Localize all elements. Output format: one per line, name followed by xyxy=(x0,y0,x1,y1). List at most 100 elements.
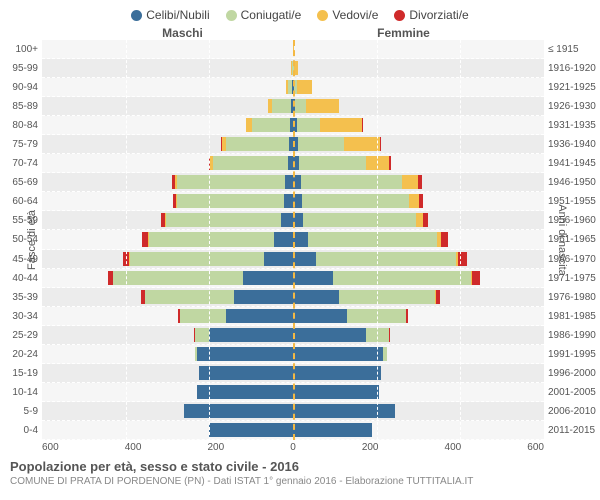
bar-segment xyxy=(209,423,293,437)
female-bar xyxy=(293,326,544,344)
bar-segment xyxy=(281,213,293,227)
x-axis: 6004002000200400600 xyxy=(0,442,600,453)
birth-tick: 1956-1960 xyxy=(544,211,600,230)
female-bar xyxy=(293,211,544,229)
bar-segment xyxy=(293,423,372,437)
bar-segment xyxy=(362,118,363,132)
birth-tick: 1996-2000 xyxy=(544,364,600,383)
female-bar xyxy=(293,230,544,248)
male-bar xyxy=(42,307,293,325)
birth-tick: 1986-1990 xyxy=(544,326,600,345)
female-bar xyxy=(293,345,544,363)
legend-item: Coniugati/e xyxy=(226,8,302,22)
legend-swatch xyxy=(226,10,237,21)
header-male: Maschi xyxy=(42,26,293,40)
bar-segment xyxy=(293,232,308,246)
male-bar xyxy=(42,97,293,115)
age-row xyxy=(42,97,544,116)
bar-segment xyxy=(293,175,301,189)
age-row xyxy=(42,421,544,440)
birth-tick: 1966-1970 xyxy=(544,250,600,269)
bar-segment xyxy=(383,347,387,361)
age-row xyxy=(42,211,544,230)
age-tick: 80-84 xyxy=(0,116,42,135)
female-bar xyxy=(293,116,544,134)
bar-segment xyxy=(149,232,275,246)
female-bar xyxy=(293,288,544,306)
male-bar xyxy=(42,154,293,172)
bar-segment xyxy=(180,309,226,323)
age-tick: 90-94 xyxy=(0,78,42,97)
age-tick: 60-64 xyxy=(0,192,42,211)
age-row xyxy=(42,40,544,59)
age-row xyxy=(42,288,544,307)
bar-segment xyxy=(406,309,408,323)
birth-tick: 1971-1975 xyxy=(544,269,600,288)
male-bar xyxy=(42,59,293,77)
female-bar xyxy=(293,402,544,420)
x-tick: 400 xyxy=(445,442,462,453)
bar-segment xyxy=(243,271,293,285)
bar-segment xyxy=(226,137,289,151)
bar-segment xyxy=(293,194,302,208)
age-row xyxy=(42,154,544,173)
male-bar xyxy=(42,40,293,58)
age-row xyxy=(42,383,544,402)
bar-segment xyxy=(293,347,383,361)
age-tick: 35-39 xyxy=(0,288,42,307)
age-row xyxy=(42,59,544,78)
legend-label: Celibi/Nubili xyxy=(146,8,209,22)
bar-segment xyxy=(252,118,290,132)
bar-segment xyxy=(306,99,339,113)
bar-segment xyxy=(199,366,293,380)
bar-segment xyxy=(293,309,347,323)
bar-segment xyxy=(366,156,389,170)
header-female: Femmine xyxy=(293,26,544,40)
age-tick: 15-19 xyxy=(0,364,42,383)
bar-segment xyxy=(380,137,381,151)
y-axis-right-label: Anni di nascita xyxy=(556,204,568,276)
bar-segment xyxy=(293,404,395,418)
bar-segment xyxy=(301,175,401,189)
female-bar xyxy=(293,154,544,172)
bar-segment xyxy=(113,271,243,285)
x-tick: 0 xyxy=(290,442,296,453)
birth-tick: 1931-1935 xyxy=(544,116,600,135)
bar-segment xyxy=(295,99,305,113)
bar-segment xyxy=(285,175,293,189)
bar-segment xyxy=(472,271,480,285)
bar-segment xyxy=(344,137,380,151)
x-tick: 600 xyxy=(527,442,544,453)
bar-segment xyxy=(209,328,293,342)
bar-segment xyxy=(293,42,294,56)
male-bar xyxy=(42,269,293,287)
male-bar xyxy=(42,383,293,401)
bar-segment xyxy=(293,290,339,304)
legend-item: Vedovi/e xyxy=(317,8,378,22)
bar-segment xyxy=(320,118,362,132)
bar-segment xyxy=(347,309,406,323)
age-row xyxy=(42,269,544,288)
male-bar xyxy=(42,421,293,439)
male-bar xyxy=(42,211,293,229)
birth-tick: 1921-1925 xyxy=(544,78,600,97)
bar-segment xyxy=(302,194,409,208)
bars-area xyxy=(42,40,544,440)
bar-segment xyxy=(284,194,293,208)
bar-segment xyxy=(293,328,366,342)
legend-label: Coniugati/e xyxy=(241,8,302,22)
bar-segment xyxy=(389,156,391,170)
male-bar xyxy=(42,135,293,153)
female-bar xyxy=(293,364,544,382)
bar-segment xyxy=(297,80,312,94)
birth-tick: 1941-1945 xyxy=(544,154,600,173)
legend-item: Divorziati/e xyxy=(394,8,468,22)
female-bar xyxy=(293,250,544,268)
chart-title: Popolazione per età, sesso e stato civil… xyxy=(10,459,590,474)
legend-item: Celibi/Nubili xyxy=(131,8,209,22)
y-axis-left-label: Fasce di età xyxy=(26,210,38,270)
age-row xyxy=(42,173,544,192)
population-pyramid-chart: Celibi/Nubili Coniugati/e Vedovi/e Divorzia… xyxy=(0,0,600,500)
age-tick: 20-24 xyxy=(0,345,42,364)
bar-segment xyxy=(177,175,286,189)
